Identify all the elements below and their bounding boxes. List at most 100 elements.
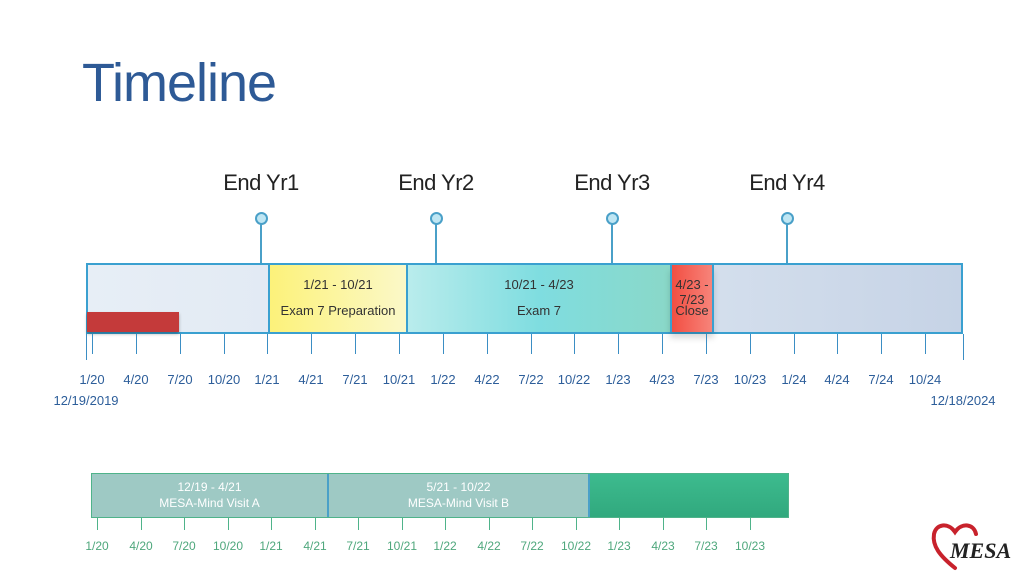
axis-tick [92, 334, 93, 354]
axis-tick [311, 334, 312, 354]
axis-tick-label: 10/21 [382, 372, 416, 387]
axis-tick-label: 4/22 [474, 372, 500, 387]
axis-tick-label: 10/20 [212, 539, 244, 553]
axis-tick [315, 518, 316, 530]
pin-line [611, 224, 613, 264]
segment-label: Close [675, 303, 709, 318]
axis-tick-label: 10/22 [557, 372, 591, 387]
axis-tick [445, 518, 446, 530]
axis-tick-label: 10/24 [908, 372, 942, 387]
axis-boundary-tick [86, 334, 87, 360]
segment-mind-visit-b: 5/21 - 10/22 MESA-Mind Visit B [329, 474, 590, 517]
axis-tick [837, 334, 838, 354]
segment-range: 5/21 - 10/22 [426, 480, 491, 494]
page-title: Timeline [82, 53, 277, 113]
axis-tick [576, 518, 577, 530]
axis-tick [136, 334, 137, 354]
axis-tick [794, 334, 795, 354]
axis-tick [750, 334, 751, 354]
axis-tick [925, 334, 926, 354]
axis-tick-label: 7/21 [342, 372, 368, 387]
axis-tick [141, 518, 142, 530]
axis-tick [662, 334, 663, 354]
axis-tick-label: 7/24 [868, 372, 894, 387]
segment-range: 4/23 - 7/23 [675, 277, 709, 307]
axis-tick-label: 1/23 [607, 539, 631, 553]
axis-tick [532, 518, 533, 530]
segment-label: MESA-Mind Visit B [407, 496, 510, 510]
axis-tick-label: 10/23 [734, 539, 766, 553]
year-marker-label: End Yr4 [749, 170, 825, 195]
axis-tick-label: 1/22 [430, 372, 456, 387]
axis-tick [619, 518, 620, 530]
axis-tick-label: 1/23 [605, 372, 631, 387]
mesa-logo: MESA [930, 518, 1022, 572]
axis-tick-label: 7/23 [694, 539, 718, 553]
axis-tick-label: 1/21 [259, 539, 283, 553]
axis-tick [531, 334, 532, 354]
axis-tick [618, 334, 619, 354]
axis-tick [267, 334, 268, 354]
axis-tick-label: 7/23 [693, 372, 719, 387]
axis-tick-label: 4/22 [477, 539, 501, 553]
axis-tick [97, 518, 98, 530]
pin-line [786, 224, 788, 264]
segment-range: 10/21 - 4/23 [504, 277, 574, 292]
pin-line [435, 224, 437, 264]
axis-tick-label: 7/20 [167, 372, 193, 387]
axis-tick [402, 518, 403, 530]
axis-tick-label: 4/23 [649, 372, 675, 387]
year-marker-label: End Yr1 [223, 170, 299, 195]
segment-label: Exam 7 Preparation [280, 303, 396, 318]
segment-exam7-preparation: 1/21 - 10/21 Exam 7 Preparation [268, 265, 408, 332]
segment-range: 1/21 - 10/21 [303, 277, 373, 292]
axis-tick-label: 1/24 [781, 372, 807, 387]
red-indicator-bar [87, 312, 179, 332]
axis-tick [706, 518, 707, 530]
start-date-label: 12/19/2019 [53, 393, 119, 408]
axis-tick-label: 10/23 [733, 372, 767, 387]
pin-line [260, 224, 262, 264]
axis-tick-label: 10/22 [560, 539, 592, 553]
axis-tick [489, 518, 490, 530]
axis-tick [399, 334, 400, 354]
axis-tick [224, 334, 225, 354]
segment-close: 4/23 - 7/23 Close [670, 265, 714, 332]
segment-label: MESA-Mind Visit A [159, 496, 260, 510]
axis-tick-label: 4/20 [129, 539, 153, 553]
axis-tick [706, 334, 707, 354]
heart-icon [931, 523, 978, 570]
axis-tick-label: 10/20 [207, 372, 241, 387]
axis-tick [271, 518, 272, 530]
axis-boundary-tick [963, 334, 964, 360]
segment-mind-visit-a: 12/19 - 4/21 MESA-Mind Visit A [92, 474, 329, 517]
axis-tick-label: 10/21 [386, 539, 418, 553]
segment-range: 12/19 - 4/21 [177, 480, 242, 494]
axis-tick-label: 7/21 [346, 539, 370, 553]
axis-tick [184, 518, 185, 530]
axis-tick-label: 7/22 [520, 539, 544, 553]
segment-mind-extension [590, 474, 788, 517]
axis-tick-label: 1/22 [433, 539, 457, 553]
axis-tick-label: 7/22 [518, 372, 544, 387]
segment-label: Exam 7 [516, 303, 562, 318]
axis-tick-label: 4/21 [298, 372, 324, 387]
axis-tick [574, 334, 575, 354]
axis-tick [355, 334, 356, 354]
axis-tick-label: 4/21 [303, 539, 327, 553]
axis-tick-label: 1/21 [254, 372, 280, 387]
segment-exam7: 10/21 - 4/23 Exam 7 [408, 265, 670, 332]
axis-tick [663, 518, 664, 530]
axis-tick-label: 4/23 [651, 539, 675, 553]
axis-tick [750, 518, 751, 530]
axis-tick [180, 334, 181, 354]
axis-tick-label: 4/24 [824, 372, 850, 387]
axis-tick [228, 518, 229, 530]
axis-tick-label: 4/20 [123, 372, 149, 387]
axis-tick-label: 1/20 [85, 539, 109, 553]
axis-tick [443, 334, 444, 354]
year-marker-label: End Yr2 [398, 170, 474, 195]
axis-tick-label: 1/20 [79, 372, 105, 387]
year-marker-label: End Yr3 [574, 170, 650, 195]
axis-tick-label: 7/20 [172, 539, 196, 553]
